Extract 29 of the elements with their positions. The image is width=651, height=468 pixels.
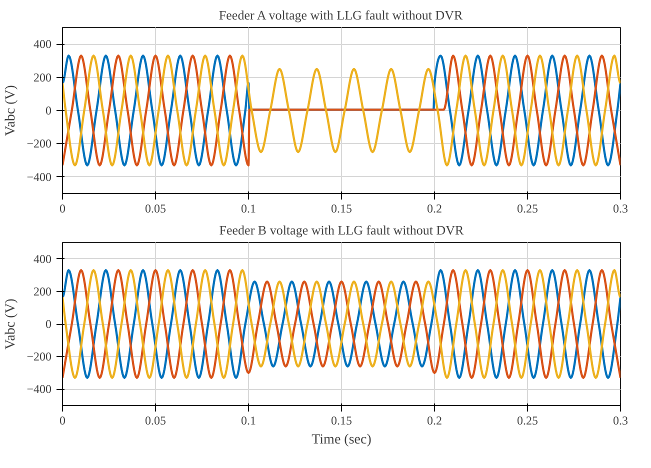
y-tick-label: 200 [34, 284, 52, 298]
chart-title: Feeder B voltage with LLG fault without DVR [219, 222, 464, 238]
y-tick-label: 400 [34, 252, 52, 266]
chart-title: Feeder A voltage with LLG fault without DVR [218, 8, 463, 22]
x-tick-label: 0.2 [427, 202, 442, 216]
y-axis-title: Vabc (V) [4, 298, 19, 350]
y-tick-label: −400 [26, 170, 52, 184]
x-tick-label: 0.2 [427, 414, 442, 428]
x-tick-label: 0.15 [331, 202, 352, 216]
x-tick-label: 0 [60, 414, 66, 428]
x-tick-label: 0.1 [241, 202, 256, 216]
y-tick-label: 400 [34, 37, 52, 52]
y-tick-label: −200 [26, 136, 52, 151]
y-tick-label: 0 [46, 317, 52, 331]
x-tick-label: 0.3 [613, 414, 628, 428]
x-tick-label: 0.15 [331, 414, 352, 428]
x-tick-label: 0.05 [145, 414, 166, 428]
x-tick-label: 0.3 [613, 202, 628, 216]
x-tick-label: 0.25 [517, 202, 538, 216]
x-tick-label: 0.25 [517, 414, 538, 428]
x-tick-label: 0.05 [145, 202, 166, 216]
x-tick-label: 0 [60, 202, 66, 216]
y-tick-label: −400 [26, 382, 52, 396]
y-tick-label: 200 [34, 70, 52, 84]
x-axis-title: Time (sec) [312, 432, 372, 448]
y-axis-title: Vabc (V) [4, 84, 19, 136]
x-tick-label: 0.1 [241, 414, 256, 428]
y-tick-label: −200 [26, 350, 52, 364]
y-tick-label: 0 [46, 104, 52, 118]
